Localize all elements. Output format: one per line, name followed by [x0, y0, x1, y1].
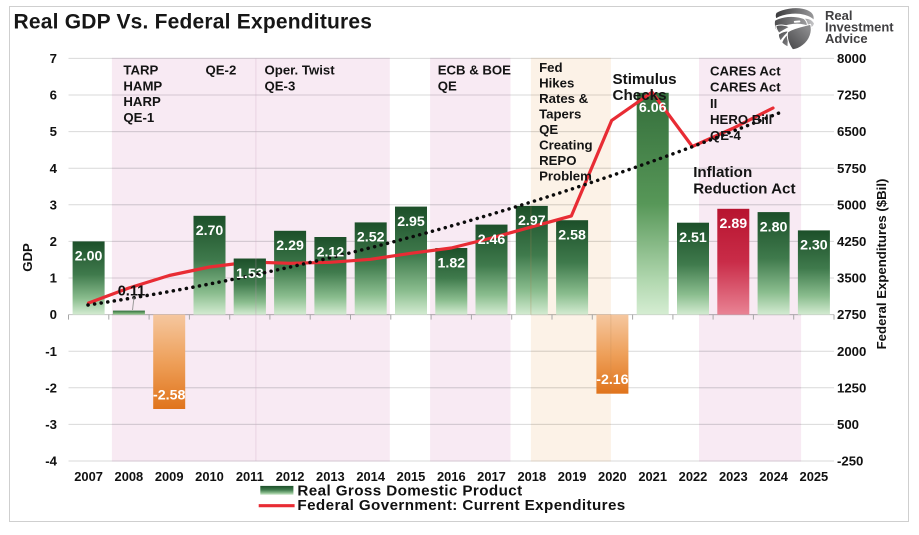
svg-text:Problem: Problem	[539, 169, 592, 184]
svg-text:2.12: 2.12	[317, 244, 345, 260]
svg-text:2024: 2024	[759, 469, 789, 484]
svg-text:2.51: 2.51	[679, 230, 707, 246]
svg-text:Inflation: Inflation	[693, 164, 752, 181]
svg-text:2.30: 2.30	[800, 238, 828, 254]
svg-text:5000: 5000	[837, 197, 866, 212]
svg-text:2.95: 2.95	[397, 214, 425, 230]
svg-text:2.00: 2.00	[75, 249, 103, 265]
svg-text:2.89: 2.89	[719, 216, 747, 232]
svg-text:2022: 2022	[679, 469, 708, 484]
svg-text:2016: 2016	[437, 469, 466, 484]
svg-text:1.82: 1.82	[437, 255, 465, 271]
svg-text:-2.58: -2.58	[153, 387, 185, 403]
svg-text:7250: 7250	[837, 88, 866, 103]
svg-text:QE: QE	[539, 122, 558, 137]
svg-text:Reduction Act: Reduction Act	[693, 181, 795, 198]
svg-text:2008: 2008	[115, 469, 144, 484]
svg-text:Hikes: Hikes	[539, 76, 574, 91]
svg-text:2007: 2007	[74, 469, 103, 484]
svg-text:-4: -4	[45, 454, 57, 469]
svg-text:2.97: 2.97	[518, 213, 546, 229]
svg-text:QE-1: QE-1	[123, 110, 154, 125]
svg-text:6500: 6500	[837, 124, 866, 139]
svg-text:2.80: 2.80	[760, 219, 788, 235]
svg-text:2: 2	[50, 234, 57, 249]
svg-text:2010: 2010	[195, 469, 224, 484]
svg-text:2014: 2014	[356, 469, 386, 484]
svg-text:Federal Government: Current Ex: Federal Government: Current Expenditures	[297, 497, 625, 514]
svg-text:2015: 2015	[397, 469, 426, 484]
svg-text:6.06: 6.06	[639, 100, 667, 116]
svg-text:3: 3	[50, 197, 57, 212]
svg-text:HARP: HARP	[123, 94, 161, 109]
svg-text:QE-2: QE-2	[206, 63, 237, 78]
svg-text:TARP: TARP	[123, 62, 158, 77]
svg-text:HERO Bill: HERO Bill	[710, 112, 772, 127]
svg-text:1.53: 1.53	[236, 266, 264, 282]
svg-text:2.52: 2.52	[357, 230, 385, 246]
svg-text:2.58: 2.58	[558, 228, 586, 244]
svg-text:Advice: Advice	[825, 31, 868, 46]
svg-text:QE-4: QE-4	[710, 128, 741, 143]
svg-text:CARES Act: CARES Act	[710, 80, 781, 95]
svg-text:4250: 4250	[837, 234, 866, 249]
svg-text:Investment: Investment	[825, 19, 894, 34]
svg-text:2.46: 2.46	[478, 232, 506, 248]
svg-text:7: 7	[50, 51, 57, 66]
svg-text:Oper. Twist: Oper. Twist	[265, 63, 336, 78]
svg-text:Rates &: Rates &	[539, 91, 589, 106]
svg-text:2018: 2018	[517, 469, 546, 484]
svg-text:2019: 2019	[558, 469, 587, 484]
svg-text:4: 4	[50, 161, 58, 176]
svg-text:6: 6	[50, 88, 57, 103]
svg-text:1: 1	[50, 271, 57, 286]
svg-text:2000: 2000	[837, 344, 866, 359]
svg-text:Stimulus: Stimulus	[613, 71, 677, 88]
svg-text:-1: -1	[45, 344, 57, 359]
svg-text:Checks: Checks	[613, 87, 667, 104]
svg-text:2013: 2013	[316, 469, 345, 484]
svg-text:2.29: 2.29	[276, 238, 304, 254]
svg-text:2021: 2021	[638, 469, 667, 484]
svg-text:2025: 2025	[800, 469, 829, 484]
svg-text:2012: 2012	[276, 469, 305, 484]
svg-text:Federal Expenditures ($Bil): Federal Expenditures ($Bil)	[874, 179, 889, 350]
svg-text:HAMP: HAMP	[123, 78, 162, 93]
svg-text:Tapers: Tapers	[539, 107, 581, 122]
svg-text:Real Gross Domestic Product: Real Gross Domestic Product	[297, 483, 522, 500]
svg-text:2011: 2011	[236, 469, 264, 484]
svg-text:2020: 2020	[598, 469, 627, 484]
svg-text:QE: QE	[438, 79, 457, 94]
svg-text:2009: 2009	[155, 469, 184, 484]
svg-text:2.70: 2.70	[196, 223, 224, 239]
svg-text:-2: -2	[45, 380, 57, 395]
svg-text:GDP: GDP	[20, 243, 35, 272]
svg-text:0: 0	[50, 307, 57, 322]
svg-text:1250: 1250	[837, 380, 866, 395]
svg-text:Real: Real	[825, 8, 852, 23]
svg-text:5750: 5750	[837, 161, 866, 176]
svg-text:QE-3: QE-3	[265, 79, 296, 94]
svg-text:Creating: Creating	[539, 138, 593, 153]
svg-text:Real GDP Vs. Federal Expenditu: Real GDP Vs. Federal Expenditures	[14, 11, 373, 34]
svg-text:5: 5	[50, 124, 57, 139]
svg-text:II: II	[710, 96, 717, 111]
svg-text:2750: 2750	[837, 307, 866, 322]
svg-text:3500: 3500	[837, 271, 866, 286]
svg-text:2017: 2017	[477, 469, 506, 484]
svg-text:2023: 2023	[719, 469, 748, 484]
svg-text:CARES Act: CARES Act	[710, 64, 781, 79]
svg-text:0.11: 0.11	[118, 283, 146, 299]
svg-text:REPO: REPO	[539, 153, 576, 168]
svg-text:8000: 8000	[837, 51, 866, 66]
svg-text:ECB & BOE: ECB & BOE	[438, 63, 511, 78]
svg-text:-3: -3	[45, 417, 57, 432]
svg-text:Fed: Fed	[539, 60, 562, 75]
svg-text:-2.16: -2.16	[596, 372, 628, 388]
svg-text:500: 500	[837, 417, 859, 432]
svg-text:-250: -250	[837, 454, 863, 469]
